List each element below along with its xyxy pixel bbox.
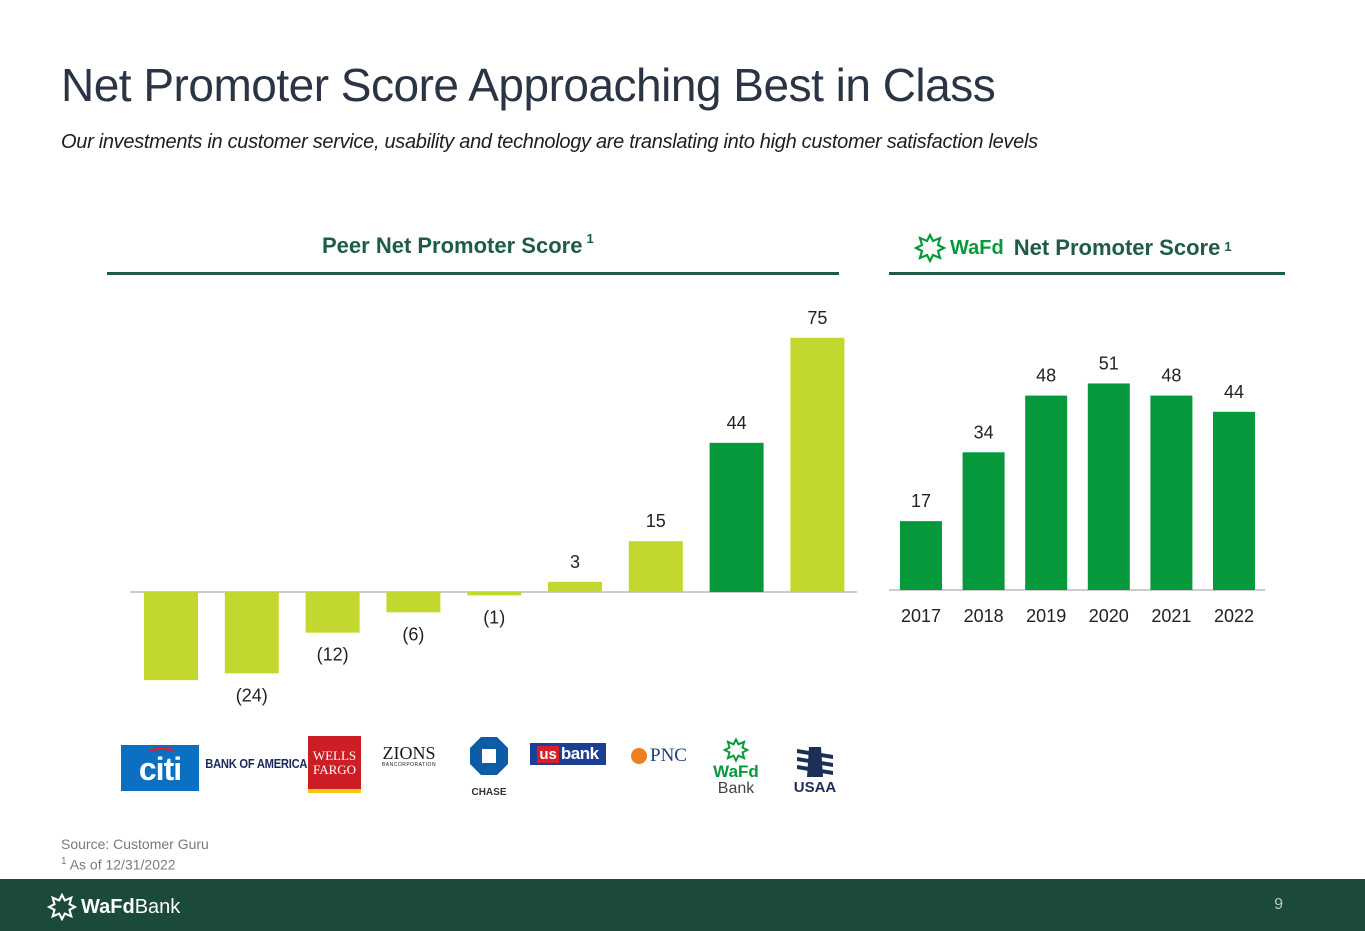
wafd-footnote-mark: 1 [1224, 238, 1232, 254]
footnote-mark: 1 [61, 856, 67, 867]
page-number: 9 [1274, 896, 1283, 913]
wafd-year-label-2019: 2019 [1026, 606, 1066, 626]
wafd-year-label-2017: 2017 [901, 606, 941, 626]
chase-logo: CHASE [466, 735, 512, 799]
pnc-icon [631, 748, 648, 764]
wafd-bank-logo: WaFd Bank [706, 737, 766, 805]
footnote-text: As of 12/31/2022 [69, 856, 176, 873]
peer-bar-label-8: 75 [807, 308, 827, 328]
us-bank-logo: us bank [530, 743, 606, 765]
wafd-chart-heading-text: Net Promoter Score [1013, 235, 1221, 260]
wafd-bar-2020 [1087, 383, 1130, 590]
peer-bar-label-4: (1) [483, 607, 505, 627]
wafd-brand-text: WaFd [950, 236, 1004, 259]
wafd-bar-label-2019: 48 [1036, 366, 1056, 386]
wafd-bar-label-2022: 44 [1224, 382, 1244, 402]
footer-brand-bold: WaFd [81, 895, 135, 918]
peer-bar-0 [144, 592, 198, 681]
peer-bar-label-1: (24) [236, 685, 268, 705]
peer-heading-rule [107, 272, 839, 275]
wafd-heading-rule [889, 272, 1285, 275]
wafd-leaf-icon [47, 893, 77, 921]
peer-bar-label-2: (12) [317, 645, 349, 665]
chase-octagon-icon [470, 737, 508, 775]
wafd-bar-label-2020: 51 [1099, 353, 1119, 373]
peer-chart-heading: Peer Net Promoter Score 1 [322, 231, 594, 259]
pnc-logo: PNC [624, 744, 694, 768]
wafd-year-label-2021: 2021 [1151, 606, 1191, 626]
wafd-year-label-2022: 2022 [1214, 606, 1254, 626]
peer-bar-label-3: (6) [402, 624, 424, 644]
footer-bar: WaFd Bank 9 [0, 879, 1365, 931]
peer-bar-7 [709, 442, 764, 592]
wells-fargo-logo: WELLS FARGO [308, 736, 361, 793]
peer-bar-label-7: 44 [727, 413, 747, 433]
peer-bar-label-6: 15 [646, 511, 666, 531]
peer-bar-2 [305, 592, 360, 633]
wafd-leaf-icon [914, 233, 946, 263]
wafd-year-label-2020: 2020 [1089, 606, 1129, 626]
footnote: 1 As of 12/31/2022 [61, 856, 176, 873]
wafd-bar-2022 [1213, 411, 1255, 590]
usaa-logo: USAA [786, 745, 844, 801]
wafd-bar-2019 [1025, 395, 1068, 590]
citi-logo: citi [121, 745, 199, 791]
peer-bar-label-5: 3 [570, 552, 580, 572]
wafd-bar-label-2018: 34 [974, 422, 994, 442]
wafd-bar-2017 [900, 521, 942, 590]
wafd-bar-label-2021: 48 [1161, 366, 1181, 386]
peer-footnote-mark: 1 [586, 231, 594, 246]
zions-logo: ZIONS BANCORPORATION [381, 743, 437, 768]
peer-bar-3 [386, 592, 441, 613]
peer-bar-4 [467, 592, 522, 596]
citi-arc [149, 747, 175, 758]
peer-chart-heading-text: Peer Net Promoter Score [322, 233, 583, 258]
wafd-year-label-2018: 2018 [964, 606, 1004, 626]
usaa-eagle-icon [797, 747, 833, 777]
wafd-leaf-icon [723, 737, 749, 763]
wafd-bar-label-2017: 17 [911, 491, 931, 511]
peer-bar-6 [628, 541, 683, 592]
wafd-chart-heading: WaFd Net Promoter Score 1 [914, 233, 1232, 263]
wafd-bar-2018 [962, 452, 1005, 590]
peer-bar-5 [548, 581, 602, 592]
wafd-bar-2021 [1150, 395, 1193, 590]
source-note: Source: Customer Guru [61, 836, 209, 852]
footer-brand: WaFd Bank [47, 893, 180, 921]
page-title: Net Promoter Score Approaching Best in C… [61, 59, 996, 111]
bank-of-america-logo: BANK OF AMERICA [205, 755, 307, 771]
peer-bar-8 [790, 337, 845, 592]
peer-bar-1 [224, 592, 279, 674]
page-subtitle: Our investments in customer service, usa… [61, 131, 1038, 153]
footer-brand-light: Bank [134, 895, 181, 918]
